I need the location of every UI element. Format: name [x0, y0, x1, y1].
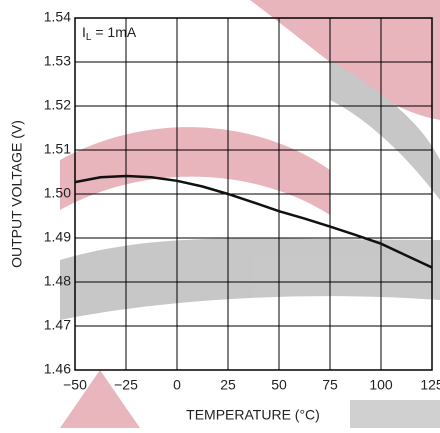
watermark	[60, 0, 440, 428]
x-tick-label: 50	[271, 377, 287, 393]
y-tick-label: 1.46	[44, 361, 71, 377]
x-tick-label: 125	[420, 377, 440, 393]
x-tick-label: 25	[220, 377, 236, 393]
y-tick-label: 1.53	[44, 53, 71, 69]
x-tick-label: −25	[114, 377, 138, 393]
y-tick-label: 1.51	[44, 141, 71, 157]
data-line	[74, 174, 433, 269]
x-tick-label: 0	[173, 377, 181, 393]
annotation-subscript: L	[86, 32, 92, 43]
x-tick-label: 75	[322, 377, 338, 393]
y-tick-label: 1.48	[44, 273, 71, 289]
y-tick-label: 1.50	[44, 185, 71, 201]
y-tick-label: 1.52	[44, 97, 71, 113]
x-tick-label: −50	[63, 377, 87, 393]
x-axis-label: TEMPERATURE (°C)	[186, 407, 320, 423]
y-tick-label: 1.49	[44, 229, 71, 245]
x-tick-label: 100	[369, 377, 393, 393]
annotation-text: I	[82, 24, 86, 40]
y-tick-label: 1.47	[44, 317, 71, 333]
y-tick-label: 1.54	[44, 9, 71, 25]
plot-border	[74, 17, 433, 371]
y-axis-label: OUTPUT VOLTAGE (V)	[9, 120, 25, 268]
annotation-text: = 1mA	[91, 24, 136, 40]
annotation: IL = 1mA	[82, 24, 137, 43]
